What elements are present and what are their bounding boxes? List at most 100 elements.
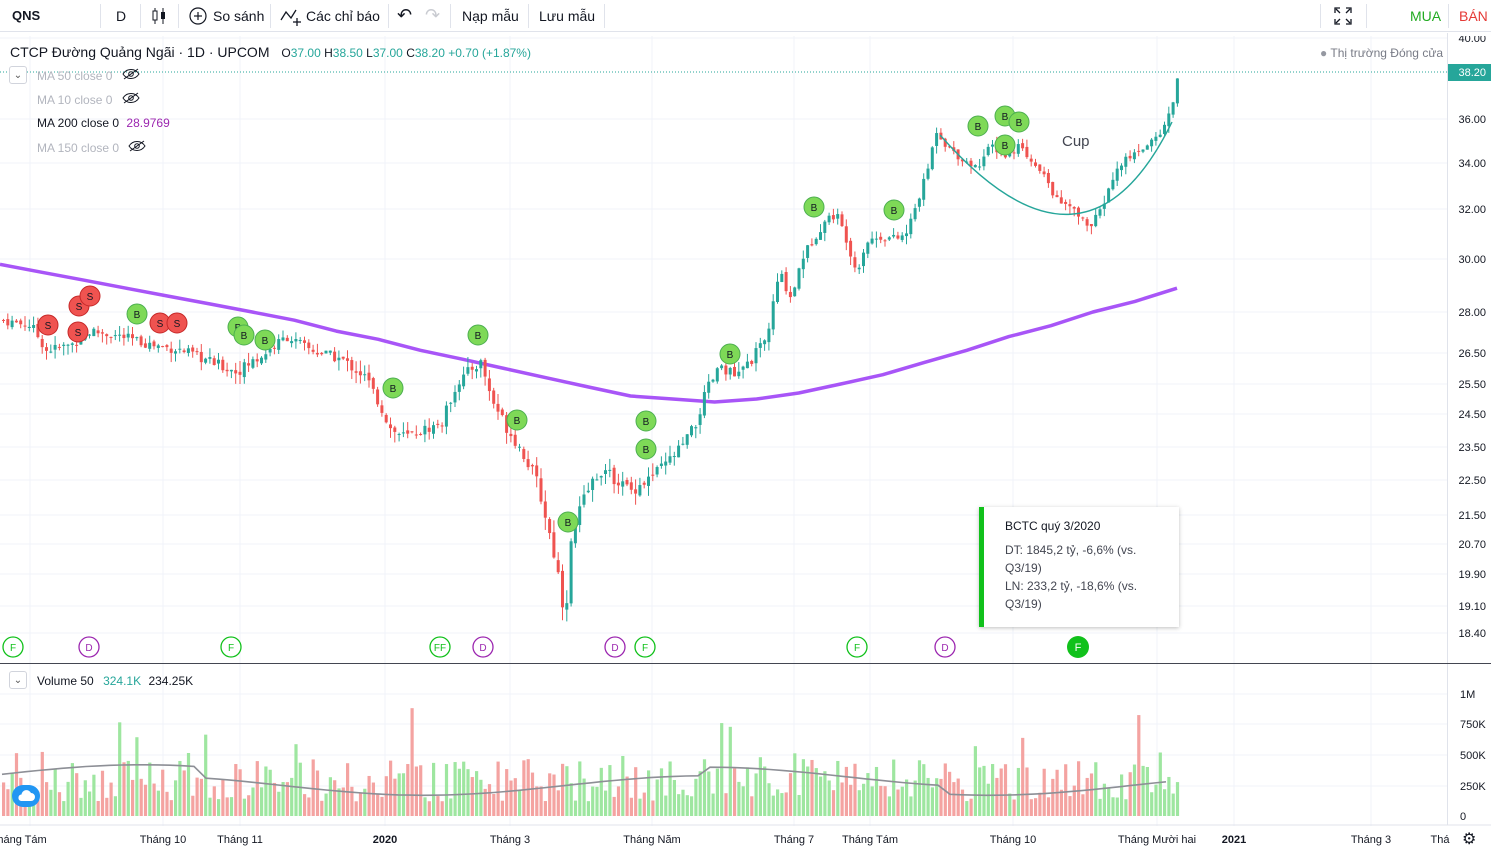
volume-tick-label: 750K xyxy=(1460,719,1486,731)
chart-grid xyxy=(0,36,1447,826)
volume-bar xyxy=(410,708,414,816)
volume-bar xyxy=(505,769,509,816)
tradingview-logo[interactable] xyxy=(12,785,40,807)
toolbar-divider xyxy=(100,4,101,28)
indicator-label: MA 50 close 0 xyxy=(37,69,113,83)
event-label: D xyxy=(611,643,618,654)
candle-body xyxy=(513,434,517,446)
volume-bar xyxy=(737,781,741,816)
legend-collapse-button[interactable]: ⌄ xyxy=(9,66,27,84)
indicator-ma50[interactable]: MA 50 close 0 xyxy=(37,68,140,83)
buy-marker-label: B xyxy=(727,350,734,361)
event-markers: F D F FF D D F F D F xyxy=(2,636,1089,658)
candle-body xyxy=(702,392,706,416)
volume-bar xyxy=(152,783,156,816)
eye-off-icon[interactable] xyxy=(122,92,140,107)
candle-body xyxy=(556,560,560,573)
volume-bar xyxy=(122,762,126,816)
chart-type-button[interactable] xyxy=(150,0,168,31)
candles-layer xyxy=(0,71,1447,622)
volume-bar xyxy=(1008,793,1012,816)
candle-body xyxy=(350,360,354,371)
buy-marker-label: B xyxy=(811,203,818,214)
volume-bar xyxy=(36,791,40,816)
candle-body xyxy=(1072,207,1076,209)
cup-annotation[interactable]: Cup xyxy=(1062,133,1090,150)
indicator-label: MA 150 close 0 xyxy=(37,141,120,155)
volume-bar xyxy=(354,801,358,816)
redo-button[interactable]: ↷ xyxy=(425,0,440,31)
volume-bar xyxy=(238,769,242,816)
settings-gear-icon[interactable]: ⚙ xyxy=(1462,831,1477,848)
sell-marker-label: S xyxy=(75,328,82,339)
volume-collapse-button[interactable]: ⌄ xyxy=(9,671,27,689)
price-tick-label: 26.50 xyxy=(1458,348,1486,360)
indicator-ma150[interactable]: MA 150 close 0 xyxy=(37,140,147,155)
fullscreen-button[interactable] xyxy=(1334,0,1352,31)
event-label: F xyxy=(1075,642,1082,654)
volume-bar xyxy=(750,796,754,816)
candle-body xyxy=(1102,203,1106,209)
volume-bar xyxy=(668,761,672,816)
candle-body xyxy=(1085,219,1089,226)
symbol-search[interactable]: QNS xyxy=(12,8,41,23)
time-tick-label: 2020 xyxy=(373,834,397,846)
sell-marker xyxy=(37,314,59,336)
volume-bar xyxy=(569,783,573,816)
volume-bar xyxy=(423,797,427,816)
sell-button[interactable]: BÁN xyxy=(1459,7,1488,24)
volume-bar xyxy=(991,764,995,816)
event-label: F xyxy=(10,643,16,654)
candle-body xyxy=(432,425,435,434)
volume-bar xyxy=(440,801,444,816)
candle-body xyxy=(483,359,487,377)
candle-body xyxy=(530,465,534,467)
candle-body xyxy=(552,532,556,558)
indicator-ma10[interactable]: MA 10 close 0 xyxy=(37,92,140,107)
volume-bar xyxy=(229,797,234,816)
candle-body xyxy=(148,342,152,349)
candle-body xyxy=(143,343,147,348)
volume-tick-label: 1M xyxy=(1460,689,1475,701)
eye-off-icon[interactable] xyxy=(122,68,140,83)
time-tick-label: Tháng 10 xyxy=(140,834,186,846)
candle-body xyxy=(887,237,891,240)
candle-body xyxy=(406,430,410,434)
candle-body xyxy=(788,291,792,298)
indicator-ma200[interactable]: MA 200 close 0 28.9769 xyxy=(37,116,170,130)
time-tick-label: Tháng 3 xyxy=(1351,834,1391,846)
candles-icon xyxy=(152,7,165,24)
load-template-button[interactable]: Nạp mẫu xyxy=(462,7,519,24)
candle-body xyxy=(1150,139,1154,147)
candle-body xyxy=(1025,146,1029,158)
candle-body xyxy=(251,359,255,368)
volume-bar xyxy=(754,773,758,816)
candle-body xyxy=(642,482,646,485)
earnings-event-icon xyxy=(429,636,451,658)
volume-bar xyxy=(1167,776,1171,816)
buy-button[interactable]: MUA xyxy=(1410,7,1442,24)
pane-separator[interactable] xyxy=(0,663,1491,664)
price-tick-label: 24.50 xyxy=(1458,409,1486,421)
candle-body xyxy=(647,476,650,486)
volume-bar xyxy=(741,786,745,816)
axes-layer: 40.00 36.00 34.00 32.00 30.00 28.00 26.50 25.50… xyxy=(0,36,1491,846)
save-template-button[interactable]: Lưu mẫu xyxy=(539,7,596,24)
candle-body xyxy=(737,371,741,377)
volume-legend[interactable]: Volume 50 324.1K 234.25K xyxy=(37,674,193,688)
candle-body xyxy=(578,506,582,525)
indicators-button[interactable]: Các chỉ báo xyxy=(280,0,380,31)
compare-button[interactable]: So sánh xyxy=(188,0,264,31)
candle-body xyxy=(733,366,736,377)
candle-body xyxy=(152,341,156,347)
volume-bar xyxy=(599,767,603,816)
candle-body xyxy=(771,301,775,330)
volume-bar xyxy=(174,780,178,816)
candle-body xyxy=(831,215,835,220)
candle-body xyxy=(410,431,414,433)
volume-bar xyxy=(960,789,965,816)
eye-off-icon[interactable] xyxy=(128,140,147,155)
interval-button[interactable]: D xyxy=(116,7,127,24)
undo-button[interactable]: ↶ xyxy=(397,0,412,31)
